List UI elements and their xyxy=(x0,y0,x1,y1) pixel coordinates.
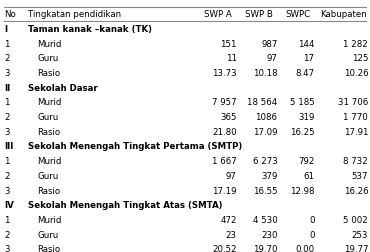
Text: 5 185: 5 185 xyxy=(290,98,314,107)
Text: 97: 97 xyxy=(267,54,278,63)
Text: 2: 2 xyxy=(4,171,10,180)
Text: 379: 379 xyxy=(261,171,278,180)
Text: 792: 792 xyxy=(298,156,314,166)
Text: 3: 3 xyxy=(4,244,10,252)
Text: 16.26: 16.26 xyxy=(343,186,368,195)
Text: Rasio: Rasio xyxy=(37,244,60,252)
Text: 1086: 1086 xyxy=(256,113,278,122)
Text: 144: 144 xyxy=(298,40,314,49)
Text: 319: 319 xyxy=(298,113,314,122)
Text: Murid: Murid xyxy=(37,40,61,49)
Text: 7 957: 7 957 xyxy=(212,98,237,107)
Text: 4 530: 4 530 xyxy=(253,215,278,224)
Text: 6 273: 6 273 xyxy=(253,156,278,166)
Text: 8 732: 8 732 xyxy=(343,156,368,166)
Text: 3: 3 xyxy=(4,69,10,78)
Text: 13.73: 13.73 xyxy=(212,69,237,78)
Text: 1: 1 xyxy=(4,40,10,49)
Text: 1 667: 1 667 xyxy=(212,156,237,166)
Text: 18 564: 18 564 xyxy=(247,98,278,107)
Text: 2: 2 xyxy=(4,54,10,63)
Text: 11: 11 xyxy=(226,54,237,63)
Text: Murid: Murid xyxy=(37,156,61,166)
Text: 125: 125 xyxy=(352,54,368,63)
Text: Rasio: Rasio xyxy=(37,127,60,136)
Text: Taman kanak –kanak (TK): Taman kanak –kanak (TK) xyxy=(28,25,152,34)
Text: 17.19: 17.19 xyxy=(212,186,237,195)
Text: Guru: Guru xyxy=(37,113,58,122)
Text: 230: 230 xyxy=(261,230,278,239)
Text: 17: 17 xyxy=(303,54,314,63)
Text: I: I xyxy=(4,25,7,34)
Text: Sekolah Dasar: Sekolah Dasar xyxy=(28,83,98,92)
Text: 16.25: 16.25 xyxy=(290,127,314,136)
Text: 1: 1 xyxy=(4,98,10,107)
Text: Sekolah Menengah Tingkat Pertama (SMTP): Sekolah Menengah Tingkat Pertama (SMTP) xyxy=(28,142,242,151)
Text: Guru: Guru xyxy=(37,171,58,180)
Text: 537: 537 xyxy=(352,171,368,180)
Text: 23: 23 xyxy=(226,230,237,239)
Text: 1: 1 xyxy=(4,215,10,224)
Text: 31 706: 31 706 xyxy=(338,98,368,107)
Text: Rasio: Rasio xyxy=(37,69,60,78)
Text: 21.80: 21.80 xyxy=(212,127,237,136)
Text: 19.77: 19.77 xyxy=(344,244,368,252)
Text: 61: 61 xyxy=(303,171,314,180)
Text: 472: 472 xyxy=(220,215,237,224)
Text: 0: 0 xyxy=(309,215,314,224)
Text: SWP B: SWP B xyxy=(245,10,273,19)
Text: 2: 2 xyxy=(4,230,10,239)
Text: Kabupaten: Kabupaten xyxy=(320,10,367,19)
Text: 19.70: 19.70 xyxy=(253,244,278,252)
Text: IV: IV xyxy=(4,200,14,209)
Text: 20.52: 20.52 xyxy=(212,244,237,252)
Text: 3: 3 xyxy=(4,186,10,195)
Text: Guru: Guru xyxy=(37,230,58,239)
Text: SWP A: SWP A xyxy=(204,10,231,19)
Text: 1 282: 1 282 xyxy=(343,40,368,49)
Text: 12.98: 12.98 xyxy=(290,186,314,195)
Text: 5 002: 5 002 xyxy=(343,215,368,224)
Text: Rasio: Rasio xyxy=(37,186,60,195)
Text: 17.91: 17.91 xyxy=(344,127,368,136)
Text: 2: 2 xyxy=(4,113,10,122)
Text: Tingkatan pendidikan: Tingkatan pendidikan xyxy=(28,10,121,19)
Text: No: No xyxy=(4,10,16,19)
Text: 3: 3 xyxy=(4,127,10,136)
Text: 1: 1 xyxy=(4,156,10,166)
Text: 8.47: 8.47 xyxy=(295,69,314,78)
Text: 987: 987 xyxy=(261,40,278,49)
Text: 0: 0 xyxy=(309,230,314,239)
Text: 151: 151 xyxy=(220,40,237,49)
Text: Guru: Guru xyxy=(37,54,58,63)
Text: 16.55: 16.55 xyxy=(253,186,278,195)
Text: 253: 253 xyxy=(352,230,368,239)
Text: III: III xyxy=(4,142,14,151)
Text: 0.00: 0.00 xyxy=(295,244,314,252)
Text: 17.09: 17.09 xyxy=(253,127,278,136)
Text: Murid: Murid xyxy=(37,98,61,107)
Text: 10.26: 10.26 xyxy=(343,69,368,78)
Text: 1 770: 1 770 xyxy=(343,113,368,122)
Text: SWPC: SWPC xyxy=(285,10,310,19)
Text: 10.18: 10.18 xyxy=(253,69,278,78)
Text: Murid: Murid xyxy=(37,215,61,224)
Text: II: II xyxy=(4,83,11,92)
Text: Sekolah Menengah Tingkat Atas (SMTA): Sekolah Menengah Tingkat Atas (SMTA) xyxy=(28,200,222,209)
Text: 365: 365 xyxy=(220,113,237,122)
Text: 97: 97 xyxy=(226,171,237,180)
